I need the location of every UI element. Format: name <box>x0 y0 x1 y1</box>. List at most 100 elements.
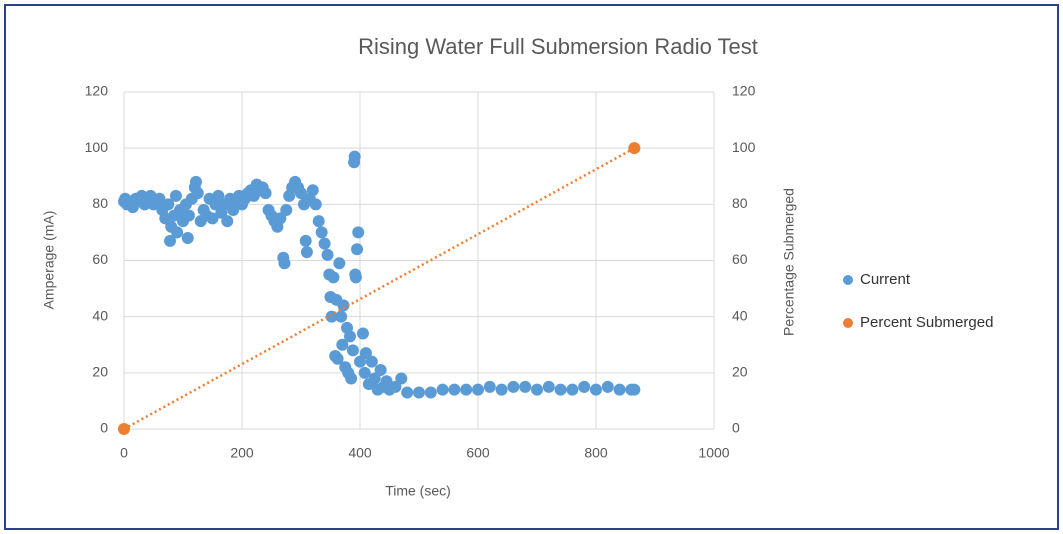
point <box>448 383 461 396</box>
point <box>483 380 496 393</box>
point <box>519 380 532 393</box>
point <box>280 203 293 216</box>
point <box>352 226 365 239</box>
point <box>331 352 344 365</box>
y2-tick-label: 60 <box>732 251 748 267</box>
y2-axis-label: Percentage Submerged <box>781 188 797 336</box>
point <box>337 299 350 312</box>
point <box>274 212 287 225</box>
point <box>507 380 520 393</box>
point <box>309 198 322 211</box>
y2-tick-label: 0 <box>732 420 740 436</box>
y2-tick-label: 100 <box>732 139 756 155</box>
point <box>153 192 166 205</box>
x-tick-label: 800 <box>584 445 608 461</box>
y-tick-label: 100 <box>85 139 109 155</box>
point <box>374 364 387 377</box>
point <box>333 257 346 270</box>
point <box>321 248 334 261</box>
point <box>542 380 555 393</box>
legend-label: Percent Submerged <box>860 314 993 331</box>
point <box>601 380 614 393</box>
point <box>401 386 414 399</box>
point <box>628 142 641 155</box>
point <box>349 271 362 284</box>
point <box>212 189 225 202</box>
point <box>395 372 408 385</box>
y-axis-label: Amperage (mA) <box>41 211 57 310</box>
point <box>343 330 356 343</box>
point <box>182 209 195 222</box>
point <box>191 187 204 200</box>
point <box>221 215 234 228</box>
point <box>164 234 177 247</box>
point <box>359 347 372 360</box>
point <box>356 327 369 340</box>
y-tick-label: 40 <box>92 307 108 323</box>
y-tick-label: 20 <box>92 364 108 380</box>
y-tick-label: 120 <box>85 83 109 99</box>
point <box>315 226 328 239</box>
point <box>318 237 331 250</box>
point <box>554 383 567 396</box>
point <box>351 243 364 256</box>
point <box>345 372 358 385</box>
point <box>358 366 371 379</box>
y-tick-label: 60 <box>92 251 108 267</box>
point <box>613 383 626 396</box>
chart-title: Rising Water Full Submersion Radio Test <box>358 34 758 59</box>
point <box>278 257 291 270</box>
x-tick-label: 0 <box>120 445 128 461</box>
point <box>590 383 602 396</box>
legend-label: Current <box>860 271 911 288</box>
x-axis-label: Time (sec) <box>385 483 451 499</box>
point <box>181 232 194 245</box>
point <box>300 246 313 259</box>
point <box>306 184 319 197</box>
x-tick-label: 600 <box>466 445 490 461</box>
y2-tick-label: 20 <box>732 364 748 380</box>
point <box>413 386 425 399</box>
point <box>628 383 641 396</box>
point <box>389 380 402 393</box>
point <box>348 150 361 163</box>
trend-line <box>123 147 635 431</box>
y-tick-label: 0 <box>100 420 108 436</box>
point <box>495 383 508 396</box>
legend-marker <box>843 318 853 328</box>
point <box>169 189 182 202</box>
point <box>118 423 130 435</box>
point <box>312 215 325 228</box>
point <box>335 310 348 323</box>
point <box>436 383 449 396</box>
point <box>259 187 272 200</box>
point <box>354 355 366 368</box>
x-tick-label: 1000 <box>698 445 729 461</box>
x-tick-label: 400 <box>348 445 372 461</box>
point <box>327 271 340 284</box>
point <box>566 383 579 396</box>
y2-tick-label: 80 <box>732 195 748 211</box>
legend-marker <box>843 275 853 285</box>
point <box>189 175 202 188</box>
point <box>162 198 175 211</box>
point <box>206 212 219 225</box>
y2-tick-label: 40 <box>732 307 748 323</box>
point <box>171 226 184 239</box>
y2-tick-label: 120 <box>732 83 756 99</box>
point <box>531 383 543 396</box>
point <box>299 234 312 247</box>
point <box>336 338 349 351</box>
point <box>460 383 473 396</box>
x-tick-label: 200 <box>230 445 254 461</box>
point <box>365 355 378 368</box>
point <box>295 187 307 200</box>
frame <box>4 4 1059 530</box>
point <box>346 344 359 357</box>
y-tick-label: 80 <box>92 195 108 211</box>
point <box>368 372 381 385</box>
point <box>578 380 591 393</box>
point <box>424 386 437 399</box>
point <box>472 383 484 396</box>
